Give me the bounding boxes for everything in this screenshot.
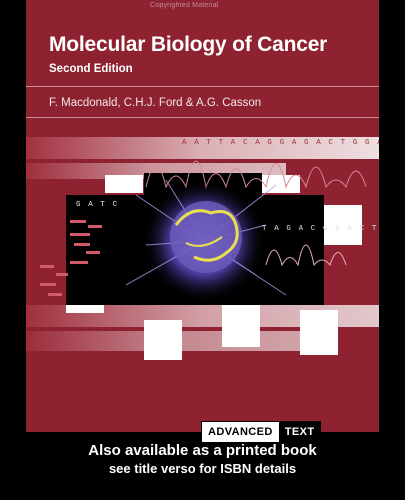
edition-label: Second Edition <box>49 63 133 75</box>
white-block <box>144 320 182 360</box>
cell-highlight <box>174 209 239 262</box>
footer-line-2: see title verso for ISBN details <box>108 461 297 476</box>
authors: F. Macdonald, C.H.J. Ford & A.G. Casson <box>49 97 262 109</box>
cover-artwork: A A T T A C A G G A G A C T G G A C A T … <box>26 125 379 373</box>
white-block <box>324 205 362 245</box>
footer-line-1: Also available as a printed book <box>88 442 317 459</box>
dna-sequence-left: G A T C <box>76 201 119 209</box>
book-title: Molecular Biology of Cancer <box>49 33 328 56</box>
footer-notice: Also available as a printed book see tit… <box>0 440 405 476</box>
white-block <box>105 175 143 193</box>
series-badge-advanced: ADVANCED <box>202 422 279 442</box>
watermark: Copyrighted Material <box>150 2 219 9</box>
cell-highlight <box>185 236 223 247</box>
dna-sequence-top: A A T T A C A G G A G A C T G G A C A T <box>182 139 379 147</box>
series-badge: ADVANCED TEXT <box>201 421 322 443</box>
gradient-strip <box>26 305 379 327</box>
title-block: Molecular Biology of Cancer Second Editi… <box>49 33 327 75</box>
white-block <box>222 305 260 347</box>
series-badge-text: TEXT <box>278 422 321 442</box>
trace-line <box>265 244 347 267</box>
gradient-strip <box>26 137 379 159</box>
book-cover: Copyrighted Material Molecular Biology o… <box>26 0 379 432</box>
divider-line <box>26 117 379 118</box>
gel-bands <box>40 220 102 296</box>
dna-sequence-mid: T A G A C G G A C T C <box>262 225 379 233</box>
trace-line <box>145 160 367 189</box>
white-block <box>300 310 338 355</box>
divider-line <box>26 86 379 87</box>
chromatogram-traces <box>40 160 367 303</box>
